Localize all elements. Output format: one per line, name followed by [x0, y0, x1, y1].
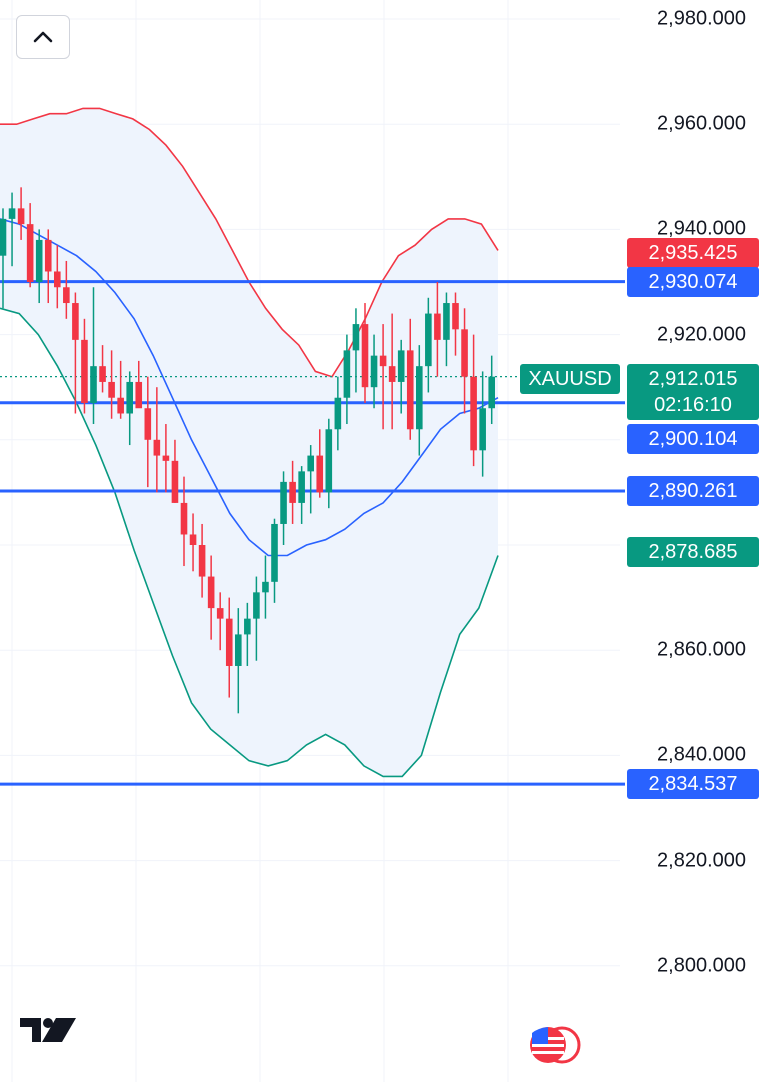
candle-body	[406, 350, 414, 430]
us-flag-icon[interactable]	[528, 1025, 584, 1070]
price-tag: 2,834.537	[627, 769, 759, 800]
candle-body	[352, 324, 360, 351]
candle-body	[271, 523, 278, 582]
candle-body	[17, 208, 25, 225]
candle-body	[298, 471, 305, 503]
candle-body	[397, 350, 405, 382]
candle-body	[171, 460, 179, 503]
candle-body	[35, 239, 43, 282]
candle-body	[325, 429, 333, 493]
candle-body	[108, 381, 115, 398]
y-axis-tick-label: 2,920.000	[657, 323, 746, 346]
bollinger-band-fill	[0, 108, 498, 777]
bollinger-lower-line	[0, 307, 499, 778]
candle-body	[361, 324, 369, 388]
y-axis-tick-label: 2,840.000	[657, 743, 746, 766]
candle-body	[72, 303, 79, 340]
candle-body	[470, 376, 477, 451]
symbol-tag: XAUUSD	[520, 364, 620, 394]
candle-body	[135, 381, 143, 409]
candle-body	[289, 481, 296, 503]
candle-body	[425, 313, 432, 367]
candle-body	[216, 608, 224, 619]
candle-body	[162, 455, 170, 461]
chevron-up-icon	[33, 31, 53, 43]
candle-body	[90, 366, 97, 403]
candle-body	[207, 576, 215, 609]
y-axis-tick-label: 2,940.000	[657, 217, 746, 240]
current-price-label: 2,912.015	[648, 368, 738, 390]
candle-body	[253, 592, 260, 619]
price-tag: 2,900.104	[627, 424, 759, 455]
current-price-tag: 2,912.015 02:16:10	[627, 364, 759, 420]
bollinger-middle-line	[0, 218, 499, 557]
candle-body	[388, 366, 396, 382]
countdown-label: 02:16:10	[654, 394, 732, 416]
candle-body	[99, 366, 106, 382]
candle-body	[0, 218, 7, 256]
candle-body	[54, 271, 61, 288]
candle-body	[379, 355, 387, 367]
candle-body	[44, 239, 52, 272]
candle-body	[479, 408, 486, 451]
y-axis-tick-label: 2,860.000	[657, 638, 746, 661]
candle-body	[117, 397, 124, 414]
y-axis-tick-label: 2,800.000	[657, 954, 746, 977]
candle-body	[370, 355, 378, 388]
candle-body	[452, 303, 459, 330]
candle-body	[63, 287, 70, 304]
candle-body	[81, 339, 88, 403]
candle-body	[280, 481, 287, 524]
candle-body	[198, 545, 206, 577]
candle-body	[126, 381, 133, 414]
candle-body	[443, 303, 450, 340]
tradingview-logo-icon	[20, 1018, 76, 1042]
y-axis-tick-label: 2,960.000	[657, 112, 746, 135]
candle-body	[416, 366, 423, 430]
price-tag: 2,935.425	[627, 238, 759, 269]
candle-body	[225, 618, 233, 666]
candle-body	[153, 439, 161, 456]
candle-body	[235, 634, 242, 666]
candle-body	[244, 618, 251, 635]
candle-body	[316, 455, 324, 493]
candle-body	[144, 408, 152, 440]
candle-body	[343, 350, 351, 398]
candle-body	[26, 224, 34, 282]
collapse-button[interactable]	[16, 15, 70, 59]
tradingview-logo[interactable]	[20, 1016, 76, 1049]
candle-body	[180, 502, 188, 535]
flag-icon	[530, 1026, 581, 1064]
price-tag: 2,890.261	[627, 476, 759, 507]
candle-body	[488, 376, 495, 409]
candle-body	[8, 208, 16, 219]
y-axis-tick-label: 2,980.000	[657, 7, 746, 30]
candle-body	[262, 581, 269, 593]
price-tag: 2,930.074	[627, 266, 759, 297]
price-tag: 2,878.685	[627, 536, 759, 567]
candle-body	[334, 397, 342, 430]
candle-body	[307, 455, 314, 472]
y-axis-tick-label: 2,820.000	[657, 849, 746, 872]
candle-body	[434, 313, 441, 340]
candle-body	[189, 534, 197, 545]
candle-body	[461, 329, 468, 377]
